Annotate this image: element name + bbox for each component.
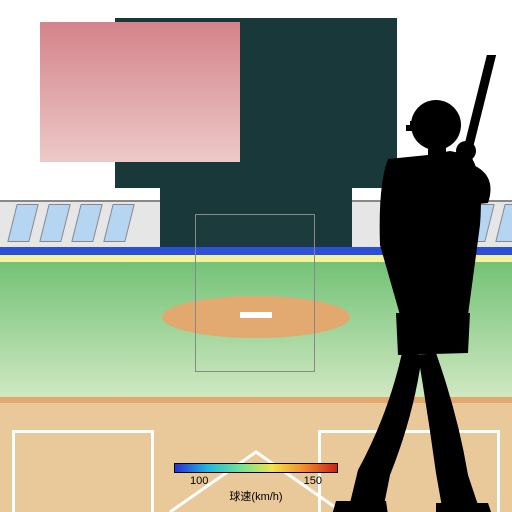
speed-ticks: 100 150	[174, 475, 338, 487]
batters-box-left	[12, 430, 154, 512]
tick-max: 150	[304, 475, 322, 487]
speed-colorbar	[174, 463, 338, 473]
tick-min: 100	[190, 475, 208, 487]
batter-silhouette	[318, 55, 512, 512]
strike-zone	[195, 214, 315, 372]
pitch-location-diagram: 100 150 球速(km/h)	[0, 0, 512, 512]
speed-legend: 100 150 球速(km/h)	[174, 463, 338, 504]
speed-label: 球速(km/h)	[174, 488, 338, 504]
scoreboard-screen	[40, 22, 240, 162]
